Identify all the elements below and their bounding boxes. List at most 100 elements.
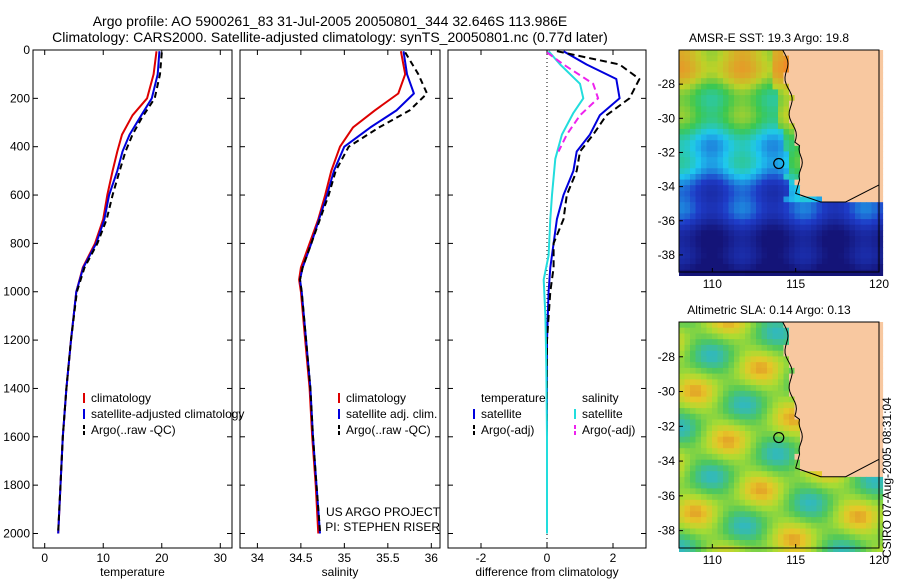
map-cell — [827, 202, 834, 209]
map-cell — [701, 224, 708, 231]
map-cell — [712, 448, 719, 455]
map-cell — [728, 333, 735, 340]
map-cell — [855, 128, 862, 136]
map-cell — [800, 465, 807, 472]
map-y-tick-label: -36 — [658, 214, 676, 228]
map-cell — [783, 413, 790, 421]
map-cell — [723, 322, 730, 329]
map-cell — [866, 402, 873, 409]
map-cell — [734, 476, 741, 484]
map-cell — [838, 66, 845, 74]
map-cell — [723, 344, 730, 352]
map-cell — [739, 66, 746, 74]
map-cell — [844, 134, 851, 141]
map-cell — [706, 224, 713, 231]
map-cell — [772, 100, 779, 107]
map-cell — [805, 413, 812, 421]
map-cell — [811, 356, 818, 363]
map-cell — [871, 373, 878, 380]
map-cell — [772, 190, 779, 198]
map-cell — [706, 373, 713, 380]
series-line — [546, 50, 641, 534]
map-cell — [827, 123, 834, 130]
map-cell — [706, 162, 713, 169]
map-cell — [745, 350, 752, 357]
map-cell — [871, 344, 878, 352]
map-cell — [706, 157, 713, 164]
map-cell — [717, 499, 724, 507]
map-cell — [789, 78, 796, 85]
map-cell — [866, 396, 873, 403]
map-cell — [767, 408, 774, 415]
map-cell — [844, 157, 851, 164]
map-cell — [800, 145, 807, 152]
map-cell — [767, 185, 774, 192]
map-cell — [871, 157, 878, 164]
map-y-tick-label: -32 — [658, 145, 676, 159]
map-cell — [877, 402, 884, 409]
map-y-tick-label: -28 — [658, 77, 676, 91]
map-cell — [728, 168, 735, 175]
map-cell — [838, 471, 845, 478]
map-cell — [695, 78, 702, 85]
map-cell — [877, 168, 884, 175]
map-cell — [706, 190, 713, 198]
map-cell — [805, 66, 812, 74]
map-cell — [849, 269, 856, 276]
map-cell — [800, 431, 807, 438]
map-cell — [734, 425, 741, 432]
map-cell — [789, 140, 796, 147]
map-cell — [816, 72, 823, 79]
map-cell — [844, 117, 851, 124]
map-cell — [772, 379, 779, 386]
map-cell — [822, 431, 829, 438]
map-cell — [706, 390, 713, 398]
map-cell — [849, 373, 856, 380]
map-cell — [723, 247, 730, 254]
map-cell — [860, 264, 867, 271]
map-cell — [767, 373, 774, 380]
map-cell — [871, 190, 878, 198]
map-cell — [706, 241, 713, 248]
map-cell — [855, 459, 862, 466]
map-cell — [690, 213, 697, 220]
map-cell — [844, 471, 851, 478]
map-cell — [844, 61, 851, 68]
map-cell — [772, 258, 779, 265]
map-cell — [833, 213, 840, 220]
map-cell — [767, 207, 774, 214]
map-cell — [706, 247, 713, 254]
map-cell — [684, 534, 691, 541]
map-cell — [723, 117, 730, 124]
map-cell — [871, 482, 878, 489]
map-cell — [805, 140, 812, 147]
map-cell — [734, 413, 741, 421]
map-cell — [756, 436, 763, 443]
map-cell — [690, 488, 697, 495]
map-cell — [838, 419, 845, 426]
map-cell — [679, 162, 686, 169]
map-cell — [800, 528, 807, 535]
map-cell — [717, 522, 724, 530]
map-cell — [717, 448, 724, 455]
map-cell — [822, 425, 829, 432]
map-cell — [871, 419, 878, 426]
map-cell — [695, 528, 702, 535]
map-cell — [723, 339, 730, 346]
map-cell — [684, 174, 691, 181]
map-cell — [695, 190, 702, 198]
map-cell — [690, 168, 697, 175]
map-cell — [690, 78, 697, 85]
map-cell — [822, 72, 829, 79]
map-cell — [827, 545, 834, 552]
map-cell — [805, 50, 812, 57]
map-cell — [756, 471, 763, 478]
map-cell — [695, 431, 702, 438]
map-cell — [805, 425, 812, 432]
map-cell — [723, 442, 730, 449]
map-cell — [706, 436, 713, 443]
map-cell — [794, 499, 801, 507]
map-cell — [750, 373, 757, 380]
map-cell — [706, 83, 713, 90]
legend-label: satellite adj. clim. — [346, 407, 437, 421]
